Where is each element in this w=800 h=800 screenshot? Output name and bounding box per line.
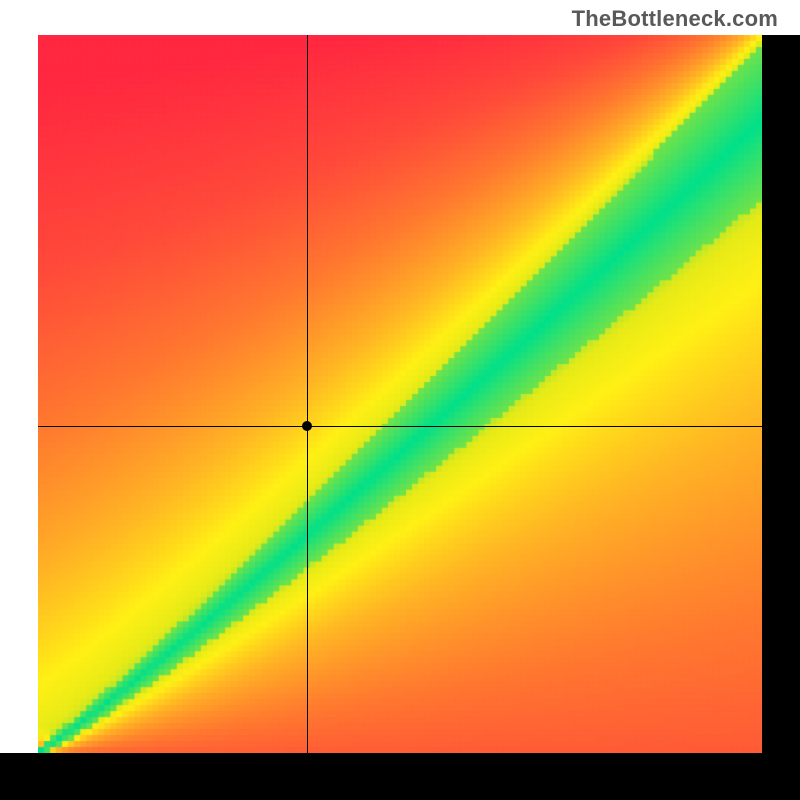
crosshair-vertical (307, 35, 308, 753)
crosshair-marker (302, 421, 312, 431)
bottleneck-heatmap (38, 35, 762, 753)
bottom-black-band (0, 753, 800, 800)
watermark-text: TheBottleneck.com (572, 6, 778, 32)
right-black-band (762, 35, 800, 753)
crosshair-horizontal (38, 426, 762, 427)
heatmap-canvas (38, 35, 762, 753)
